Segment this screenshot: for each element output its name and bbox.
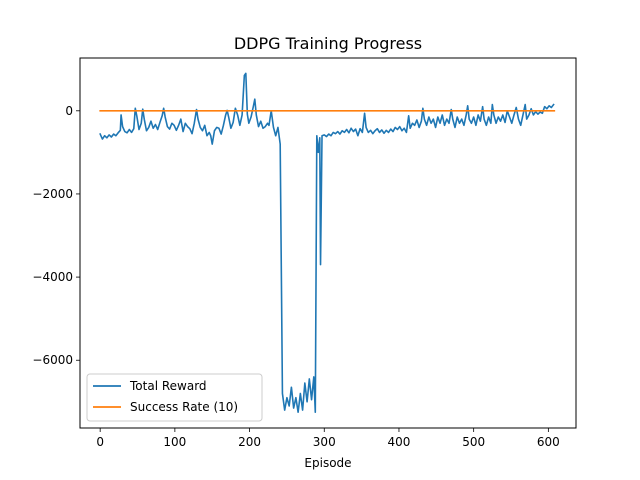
legend-label-success-rate: Success Rate (10) xyxy=(130,400,238,414)
series-layer xyxy=(99,72,556,413)
plot-area xyxy=(80,58,576,428)
x-axis: 0 100 200 300 400 500 600 xyxy=(96,428,560,449)
x-tick-label: 100 xyxy=(163,435,186,449)
legend-box xyxy=(86,373,263,422)
x-tick-label: 500 xyxy=(462,435,485,449)
y-tick-label: 0 xyxy=(65,104,73,118)
y-tick-label: −6000 xyxy=(32,353,73,367)
legend-label-total-reward: Total Reward xyxy=(129,379,207,393)
y-tick-label: −2000 xyxy=(32,187,73,201)
x-tick-label: 400 xyxy=(388,435,411,449)
x-tick-label: 300 xyxy=(313,435,336,449)
series-line-total-reward xyxy=(99,72,555,413)
x-tick-label: 200 xyxy=(238,435,261,449)
plot-frame xyxy=(79,57,577,429)
x-axis-label: Episode xyxy=(304,456,351,470)
x-tick-label: 0 xyxy=(96,435,104,449)
y-tick-label: −4000 xyxy=(32,270,73,284)
chart-title: DDPG Training Progress xyxy=(234,34,422,53)
x-tick-label: 600 xyxy=(537,435,560,449)
y-axis: −6000 −4000 −2000 0 xyxy=(32,104,80,367)
legend: Total Reward Success Rate (10) xyxy=(86,373,263,422)
